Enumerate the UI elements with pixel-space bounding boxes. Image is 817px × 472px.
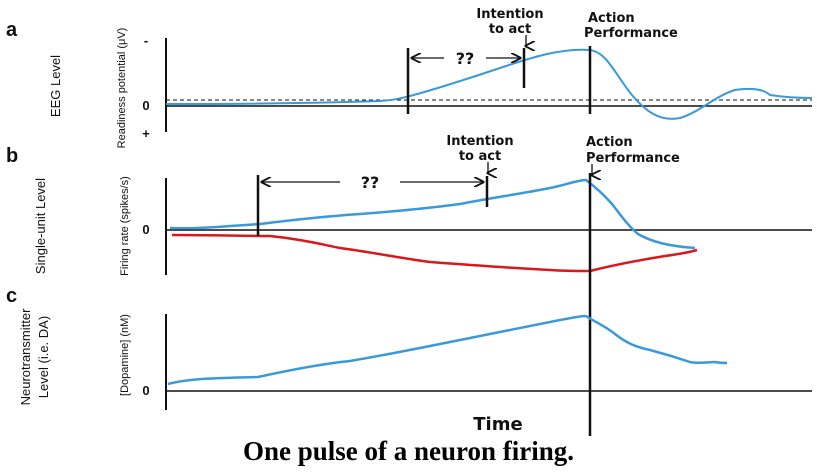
- panel-b-tick-zero: 0: [142, 222, 149, 237]
- panel-b-firing-trace-up: [169, 178, 696, 250]
- panel-a-tick-minus: -: [144, 33, 148, 48]
- panel-b-intention-label-1: Intention: [446, 134, 513, 149]
- panel-b-firing-trace-down: [171, 233, 698, 273]
- panel-c-side-label-2: Level (i.e. DA): [36, 316, 51, 398]
- figure-caption: One pulse of a neuron firing.: [242, 436, 575, 466]
- panel-b-intention-label-2: to act: [459, 149, 501, 164]
- panel-b-side-label: Single-unit Level: [33, 178, 48, 274]
- panel-b-action-label-1: Action: [586, 135, 633, 150]
- panel-c-side-label-1: Neurotransmitter: [18, 308, 33, 405]
- panel-c-dopamine-trace: [167, 314, 728, 386]
- panel-c-letter: c: [6, 285, 17, 307]
- panel-a-action-label-2: Performance: [584, 26, 678, 41]
- panel-a-letter: a: [6, 19, 18, 41]
- panel-a-axis-label: Readiness potential (μV): [116, 28, 128, 149]
- panel-c: c Neurotransmitter Level (i.e. DA) [Dopa…: [6, 285, 812, 435]
- panel-b-interval-label: ??: [361, 173, 380, 192]
- panel-a: a EEG Level Readiness potential (μV) - 0…: [6, 7, 813, 149]
- figure: a EEG Level Readiness potential (μV) - 0…: [6, 7, 813, 436]
- panel-b-letter: b: [6, 145, 18, 167]
- panel-c-tick-zero: 0: [142, 383, 149, 398]
- panel-a-intention-label-1: Intention: [476, 7, 543, 22]
- panel-a-interval-label: ??: [456, 49, 475, 68]
- panel-a-tick-zero: 0: [142, 98, 149, 113]
- panel-b: b Single-unit Level Firing rate (spikes/…: [6, 134, 812, 436]
- panel-b-action-label-2: Performance: [586, 151, 680, 166]
- panel-b-axis-label: Firing rate (spikes/s): [119, 176, 131, 276]
- panel-a-side-label: EEG Level: [48, 55, 63, 117]
- panel-a-intention-label-2: to act: [489, 22, 531, 37]
- panel-a-action-label-1: Action: [588, 11, 635, 26]
- panel-a-tick-plus: +: [142, 126, 150, 141]
- panel-c-axis-label: [Dopamine] (nM): [119, 314, 131, 396]
- panel-a-eeg-trace: [165, 48, 813, 120]
- x-axis-label: Time: [473, 414, 522, 435]
